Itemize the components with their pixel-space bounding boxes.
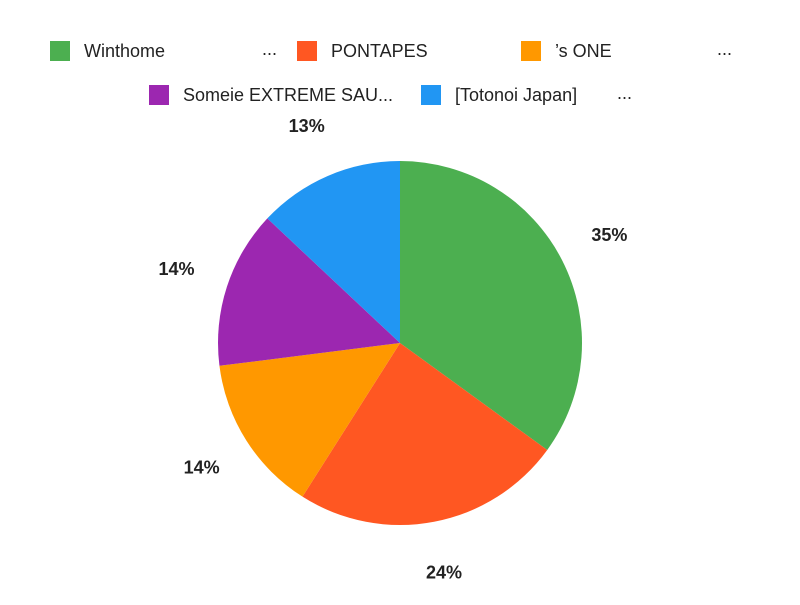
pie-slice[interactable] bbox=[302, 343, 548, 526]
legend-label: ’s ONE bbox=[555, 40, 612, 61]
legend-label: Winthome bbox=[84, 40, 166, 61]
pie-slice[interactable] bbox=[219, 343, 400, 497]
legend-swatch bbox=[50, 41, 70, 61]
legend-truncation-ellipsis: ... bbox=[717, 39, 733, 59]
pie-slice[interactable] bbox=[267, 161, 400, 343]
legend-label: Someie EXTREME SAU... bbox=[183, 84, 394, 105]
legend-swatch bbox=[421, 85, 441, 105]
slice-percent-label: 13% bbox=[289, 116, 325, 136]
pie-slice[interactable] bbox=[218, 218, 400, 366]
legend-item[interactable]: PONTAPES bbox=[297, 40, 428, 62]
slice-percent-label: 14% bbox=[158, 259, 194, 279]
legend-item[interactable]: Winthome bbox=[50, 40, 165, 62]
slice-percent-label: 24% bbox=[426, 563, 462, 583]
legend-swatch bbox=[521, 41, 541, 61]
legend-item[interactable]: ’s ONE bbox=[521, 40, 612, 62]
legend-truncation-ellipsis: ... bbox=[262, 39, 278, 59]
legend-swatch bbox=[297, 41, 317, 61]
pie-slice[interactable] bbox=[400, 161, 583, 450]
legend-item[interactable]: Someie EXTREME SAU... bbox=[149, 84, 393, 106]
slice-percent-label: 14% bbox=[184, 458, 220, 478]
slice-percent-label: 35% bbox=[591, 225, 627, 245]
legend-label: [Totonoi Japan] bbox=[455, 84, 578, 105]
legend-item[interactable]: [Totonoi Japan] bbox=[421, 84, 577, 106]
legend-label: PONTAPES bbox=[331, 40, 428, 61]
legend-truncation-ellipsis: ... bbox=[617, 83, 633, 103]
legend-swatch bbox=[149, 85, 169, 105]
